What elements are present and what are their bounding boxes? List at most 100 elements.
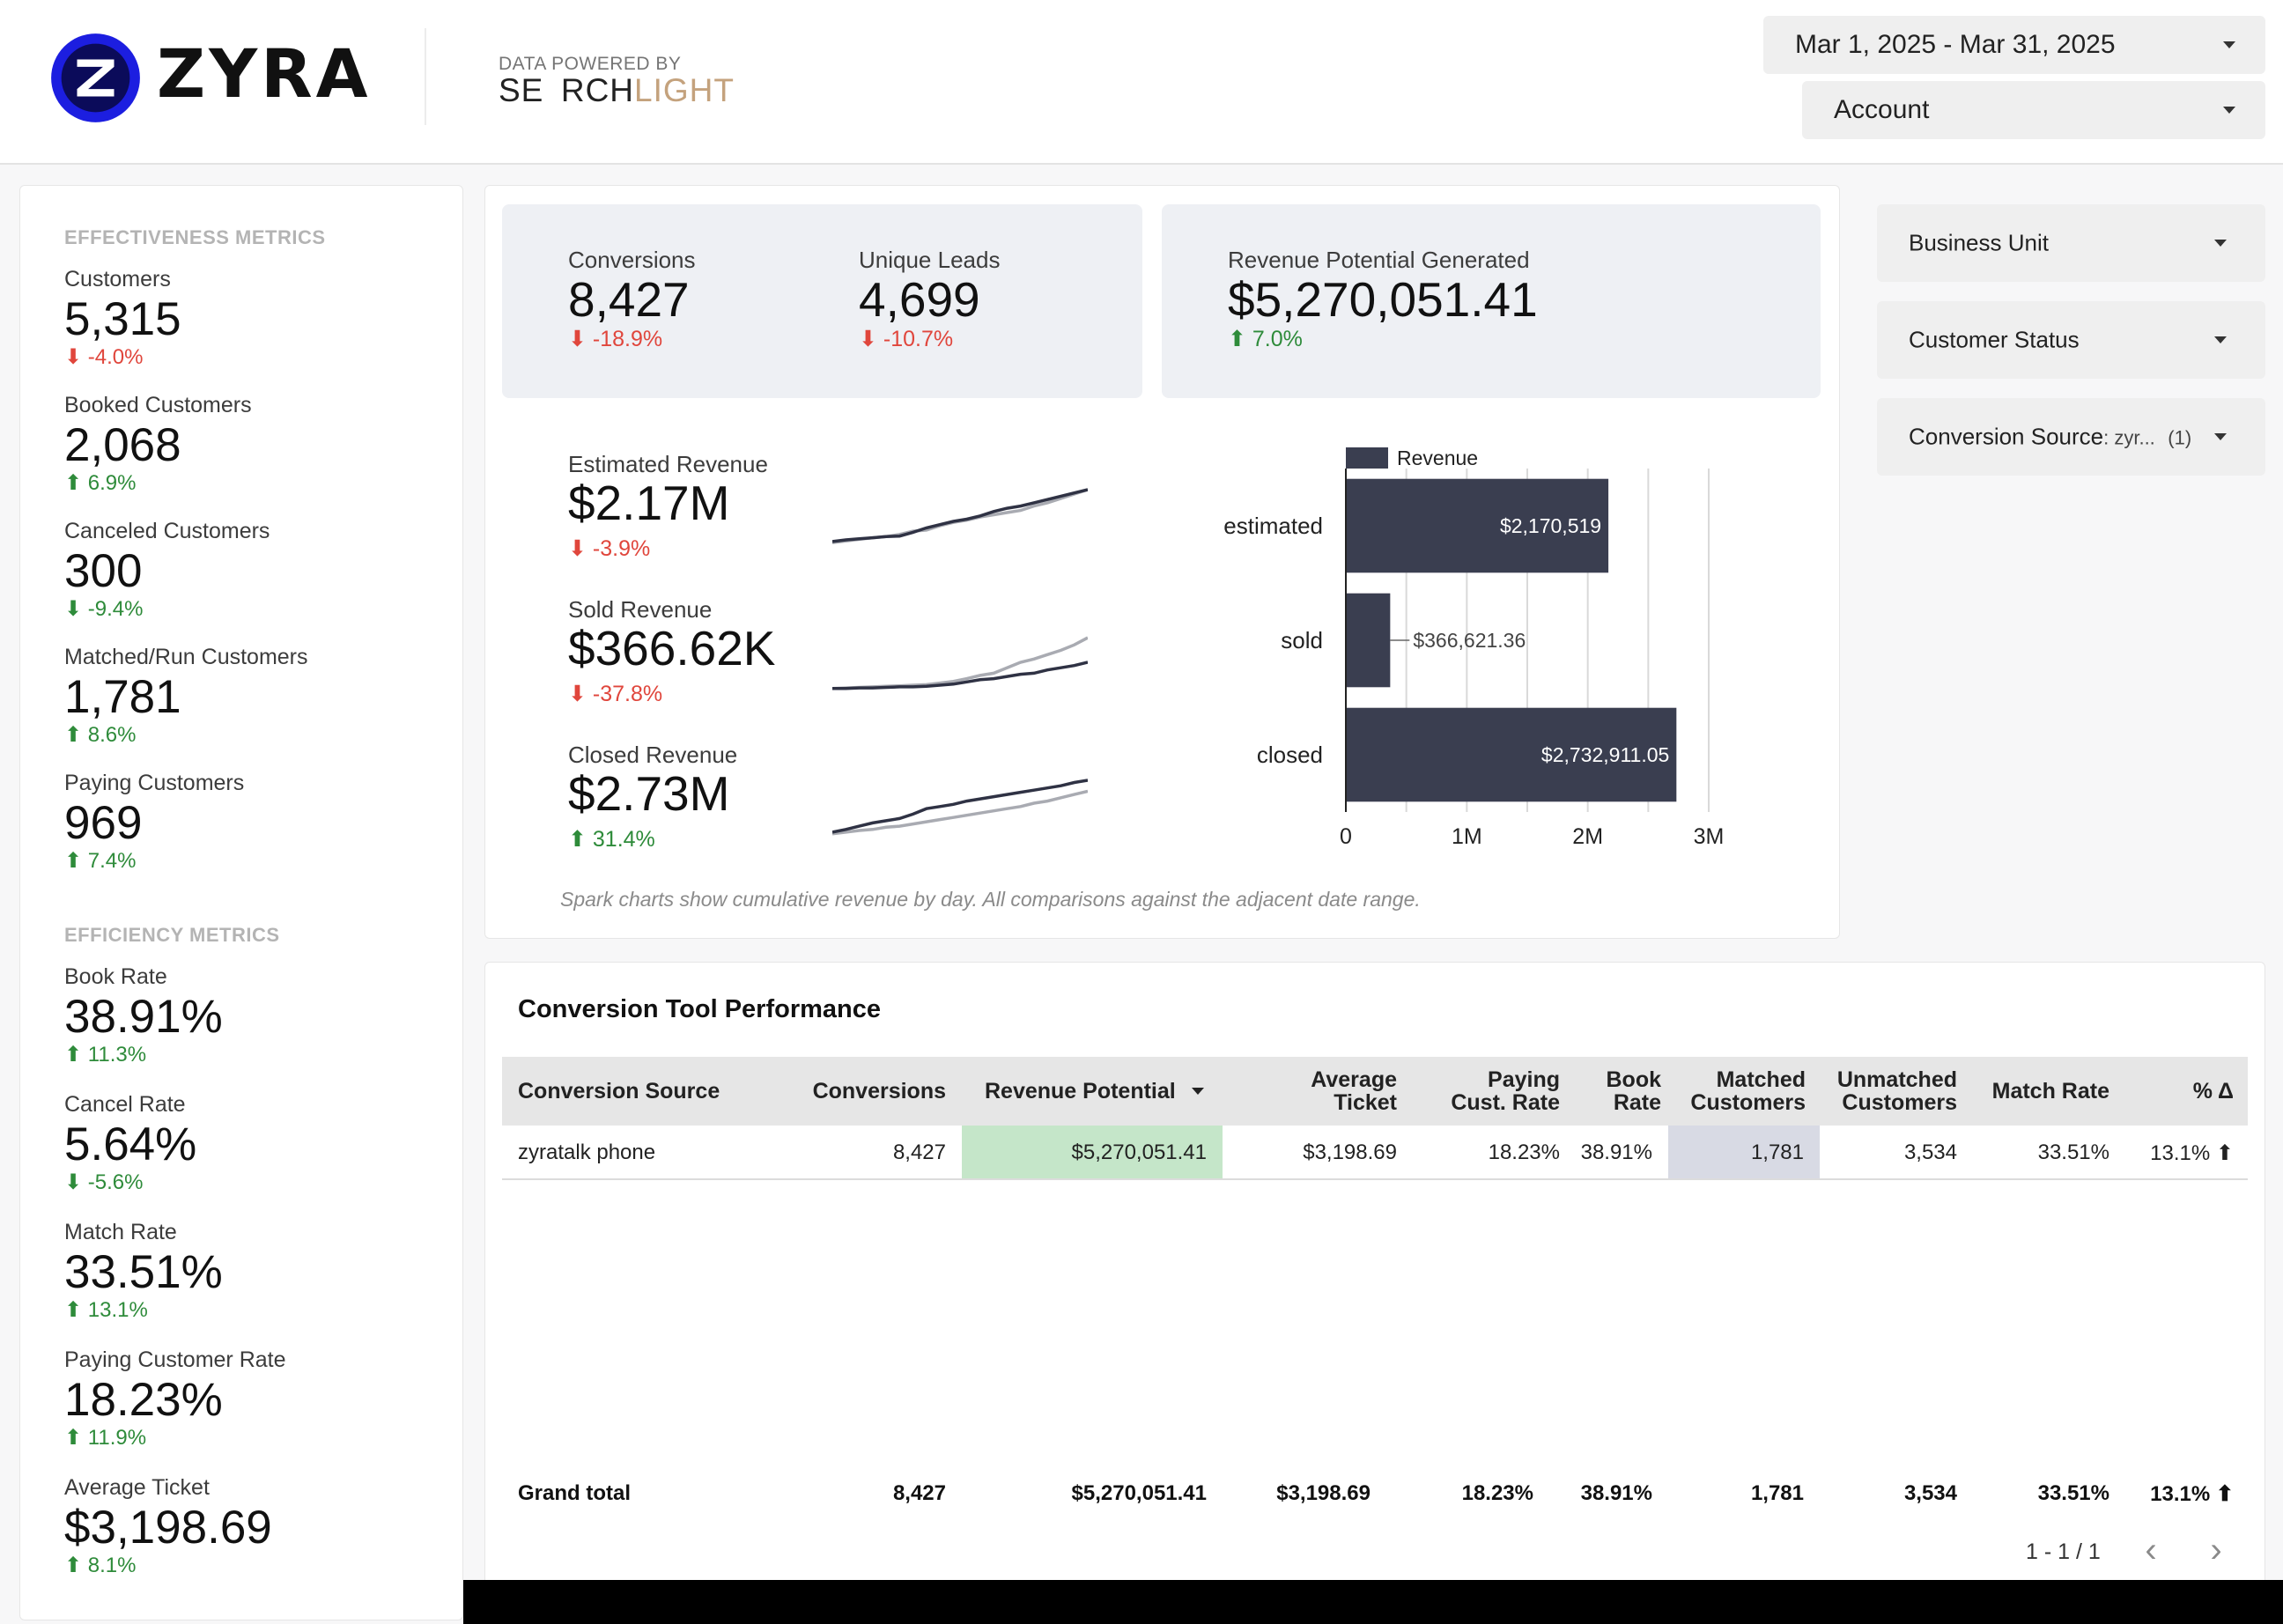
total-avg-ticket: $3,198.69 [1276,1481,1371,1505]
metric-label: Paying Customer Rate [64,1347,286,1372]
zyra-logo-icon [51,33,140,122]
category-label: sold [1281,627,1323,653]
date-range-value: Mar 1, 2025 - Mar 31, 2025 [1795,30,2116,59]
caret-down-icon [2214,240,2227,247]
kpi-label: Unique Leads [859,247,1001,273]
cell-book-rate: 38.91% [1580,1140,1652,1164]
cell-match-rate: 33.51% [2037,1140,2109,1164]
metric-canceled-customers: Canceled Customers 300 ⬇ -9.4% [64,518,452,622]
spark-delta: ⬇ -37.8% [568,682,663,706]
total-label: Grand total [518,1481,632,1505]
sparkline-current-period [832,779,1088,834]
caret-down-icon [2214,433,2227,440]
metric-delta: ⬆ 8.6% [64,723,137,747]
filter-label: Business Unit [1909,229,2049,256]
cell-avg-ticket: $3,198.69 [1303,1140,1397,1164]
spark-value: $366.62K [568,621,776,675]
col-conversions[interactable]: Conversions [812,1079,946,1104]
col-pct-delta[interactable]: % Δ [2192,1079,2234,1104]
col-paying-cust-rate[interactable]: Paying Cust. Rate [1400,1057,1560,1126]
chevron-right-icon[interactable]: › [2210,1531,2222,1569]
kpi-revenue-potential: Revenue Potential Generated $5,270,051.4… [1228,247,1538,352]
legend-label: Revenue [1397,447,1478,469]
metric-value: 18.23% [64,1374,223,1426]
col-revenue-label: Revenue Potential [985,1079,1176,1104]
kpi-card-conversions [502,204,1142,398]
metric-label: Customers [64,267,171,292]
sparkline [832,636,1088,690]
col-label-line: Customers [1842,1090,1957,1115]
sparkline [832,488,1088,544]
customer-status-filter[interactable]: Customer Status [1877,301,2265,379]
kpi-value: 4,699 [859,272,980,327]
filter-label-text: Conversion Source [1909,423,2104,450]
col-label-line: Cust. Rate [1451,1090,1560,1115]
metric-label: Booked Customers [64,393,252,417]
metric-label: Average Ticket [64,1475,210,1500]
col-match-rate[interactable]: Match Rate [1991,1079,2109,1104]
spark-closed-revenue: Closed Revenue $2.73M ⬆ 31.4% [568,742,1097,874]
kpi-value: 8,427 [568,272,690,327]
metric-cancel-rate: Cancel Rate 5.64% ⬇ -5.6% [64,1091,452,1195]
cell-pct-delta: 13.1% ⬆ [2150,1140,2234,1165]
kpi-card-revenue [1162,204,1821,398]
col-book-rate[interactable]: Book Rate [1568,1057,1662,1126]
metric-book-rate: Book Rate 38.91% ⬆ 11.3% [64,963,452,1067]
filter-label: Customer Status [1909,326,2080,353]
legend-swatch [1346,447,1388,469]
col-matched-customers[interactable]: Matched Customers [1665,1057,1806,1126]
col-unmatched-customers[interactable]: Unmatched Customers [1814,1057,1957,1126]
total-matched: 1,781 [1750,1481,1804,1505]
col-conversion-source[interactable]: Conversion Source [518,1079,720,1104]
metric-value: $3,198.69 [64,1502,272,1554]
spark-estimated-revenue: Estimated Revenue $2.17M ⬇ -3.9% [568,451,1097,583]
x-tick-label: 0 [1340,824,1352,849]
caret-down-icon [2214,336,2227,343]
table-title: Conversion Tool Performance [518,995,881,1023]
metric-delta: ⬆ 11.3% [64,1043,147,1067]
kpi-value: $5,270,051.41 [1228,272,1538,327]
caret-down-icon [2223,107,2235,114]
col-label-line: Book [1606,1067,1662,1092]
business-unit-filter[interactable]: Business Unit [1877,204,2265,282]
total-unmatched: 3,534 [1903,1481,1957,1505]
partner-logo-light: LIGHT [634,72,735,108]
kpi-delta: ⬇ -18.9% [568,327,663,351]
col-label-line: Average [1311,1067,1397,1092]
col-average-ticket[interactable]: Average Ticket [1233,1057,1397,1126]
effectiveness-title: EFFECTIVENESS METRICS [64,226,326,248]
metric-value: 969 [64,797,143,849]
sparkline-current-period [832,661,1088,690]
metric-delta: ⬆ 11.9% [64,1426,147,1450]
metric-value: 5.64% [64,1118,197,1170]
cell-revenue: $5,270,051.41 [962,1126,1223,1180]
metric-label: Cancel Rate [64,1092,186,1117]
col-label-line: Rate [1613,1090,1661,1115]
col-revenue-potential[interactable]: Revenue Potential [985,1057,1231,1126]
metrics-sidebar [19,185,463,1620]
metric-delta: ⬇ -9.4% [64,597,144,621]
metric-customers: Customers 5,315 ⬇ -4.0% [64,266,452,370]
metric-value: 300 [64,545,143,597]
partner-logo-dark: SE RCH [499,72,635,108]
bar-closed [1346,707,1677,802]
sparkline [832,779,1088,836]
metric-delta: ⬆ 6.9% [64,471,137,495]
data-label: $2,170,519 [1500,514,1601,537]
data-label: $2,732,911.05 [1541,743,1669,766]
account-label: Account [1834,95,1930,124]
metric-label: Paying Customers [64,771,245,795]
account-select[interactable]: Account [1802,81,2265,139]
date-range-select[interactable]: Mar 1, 2025 - Mar 31, 2025 [1763,16,2265,74]
chevron-left-icon[interactable]: ‹ [2145,1531,2157,1569]
total-match-rate: 33.51% [2037,1481,2109,1505]
efficiency-title: EFFICIENCY METRICS [64,924,280,946]
total-conversions: 8,427 [892,1481,946,1505]
conversion-source-filter[interactable]: Conversion Source: zyr... (1) [1877,398,2265,476]
sparkline-prior-period [832,789,1088,836]
cell-paying-rate: 18.23% [1488,1140,1560,1164]
cell-source: zyratalk phone [518,1140,656,1164]
kpi-delta: ⬆ 7.0% [1228,327,1303,351]
metric-booked-customers: Booked Customers 2,068 ⬆ 6.9% [64,392,452,496]
bottom-edge-bar [463,1580,2283,1624]
